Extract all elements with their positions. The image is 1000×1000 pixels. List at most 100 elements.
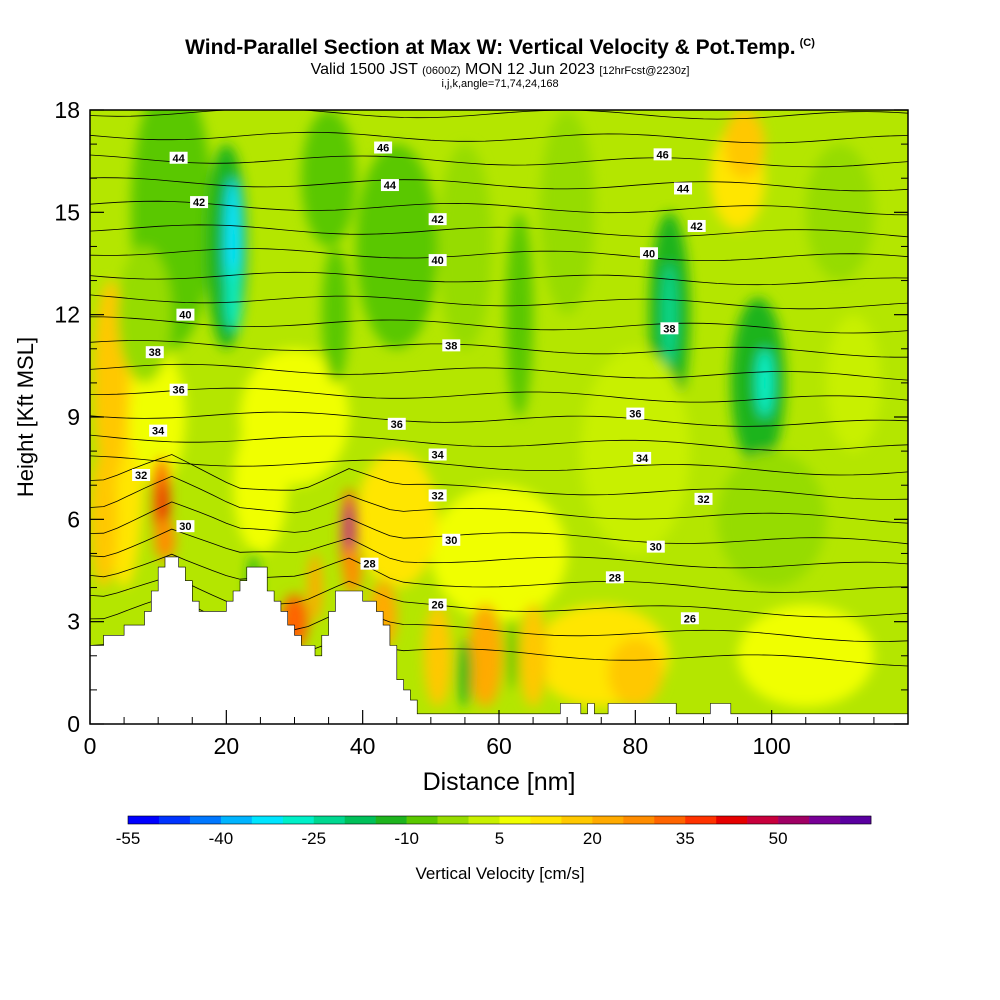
contour-label: 30 — [445, 535, 457, 547]
contour-label: 32 — [432, 490, 444, 502]
contour-label-bg — [680, 612, 699, 625]
colorbar-swatch — [158, 816, 191, 824]
contour-label-bg — [674, 182, 693, 195]
field-blob — [519, 604, 547, 707]
contour-label: 38 — [663, 323, 675, 335]
colorbar-tick-label: 5 — [495, 829, 504, 848]
colorbar-swatch — [282, 816, 315, 824]
contour-label-bg — [605, 571, 624, 584]
colorbar-swatch — [685, 816, 717, 824]
colorbar-swatch — [809, 816, 841, 824]
contour-label: 28 — [609, 572, 621, 584]
contour-label: 46 — [377, 143, 389, 155]
contour-label-bg — [646, 540, 665, 553]
field-blob — [301, 110, 356, 247]
theta-line — [90, 455, 908, 476]
contour-label-bg — [428, 489, 447, 502]
colorbar-swatch — [778, 816, 810, 824]
contour-label: 34 — [152, 426, 165, 438]
colorbar-tick-label: 50 — [769, 829, 788, 848]
contour-label-bg — [442, 339, 461, 352]
field-blob — [580, 348, 690, 554]
field-blob — [355, 144, 438, 349]
field-blob — [608, 638, 663, 707]
contour-label-bg — [176, 520, 195, 533]
theta-line — [90, 131, 908, 144]
contour-label: 40 — [643, 248, 655, 260]
contour-label: 34 — [432, 450, 445, 462]
colorbar-swatch — [313, 816, 346, 824]
contour-label: 38 — [149, 347, 161, 359]
theta-line — [90, 434, 908, 451]
colorbar-tick-label: 20 — [583, 829, 602, 848]
y-tick-label: 3 — [67, 609, 80, 635]
field-blob — [458, 638, 472, 707]
colorbar-swatch — [747, 816, 779, 824]
contour-label-bg — [176, 308, 195, 321]
contour-label: 36 — [172, 385, 184, 397]
y-tick-label: 9 — [67, 404, 80, 430]
contour-label: 44 — [677, 183, 690, 195]
contour-label-bg — [380, 179, 399, 192]
contour-label: 44 — [384, 180, 397, 192]
contour-label: 42 — [691, 221, 703, 233]
colorbar-swatch — [220, 816, 253, 824]
colorbar-swatch — [840, 816, 872, 824]
contour-label-bg — [442, 533, 461, 546]
contour-label: 40 — [179, 310, 191, 322]
colorbar-tick-label: -40 — [209, 829, 234, 848]
field-blob — [826, 314, 881, 452]
y-tick-label: 18 — [54, 97, 80, 123]
contour-label-bg — [374, 141, 393, 154]
y-tick-label: 0 — [67, 711, 80, 737]
field-blob — [468, 604, 503, 707]
contour-label-bg — [169, 151, 188, 164]
theta-line — [90, 154, 908, 168]
contour-label-bg — [360, 557, 379, 570]
contour-label: 40 — [432, 255, 444, 267]
colorbar-swatch — [344, 816, 376, 824]
theta-line — [90, 224, 908, 238]
contour-label: 34 — [636, 453, 649, 465]
theta-line — [90, 501, 908, 545]
theta-line — [90, 110, 908, 120]
contour-label: 32 — [135, 470, 147, 482]
contour-label-bg — [169, 383, 188, 396]
theta-line — [90, 248, 908, 261]
field-blob — [321, 246, 350, 383]
theta-line — [90, 200, 908, 216]
x-axis-label: Distance [nm] — [423, 768, 576, 796]
chart-title: Wind-Parallel Section at Max W: Vertical… — [185, 36, 815, 59]
field-blob — [355, 451, 438, 588]
field-blob — [756, 348, 774, 417]
y-tick-label: 12 — [54, 302, 80, 328]
contour-label-bg — [149, 424, 168, 437]
x-tick-label: 20 — [214, 733, 240, 759]
x-tick-label: 40 — [350, 733, 376, 759]
colorbar-swatch — [189, 816, 222, 824]
y-tick-label: 6 — [67, 506, 80, 532]
contour-label: 28 — [363, 559, 375, 571]
colorbar-frame — [127, 815, 872, 825]
chart-params: i,j,k,angle=71,74,24,168 — [441, 78, 559, 90]
contour-label: 32 — [697, 494, 709, 506]
colorbar-swatch — [561, 816, 593, 824]
contour-label-bg — [428, 448, 447, 461]
field-blob — [424, 604, 452, 707]
theta-line — [90, 553, 908, 593]
field-blob — [505, 212, 534, 417]
contour-label-bg — [639, 247, 658, 260]
contour-label: 42 — [193, 197, 205, 209]
field-blob — [723, 110, 765, 179]
contour-label: 30 — [650, 542, 662, 554]
theta-line — [90, 454, 908, 500]
theta-line — [90, 363, 908, 381]
theta-line — [90, 177, 908, 192]
theta-line — [90, 294, 908, 310]
contour-label-bg — [428, 598, 447, 611]
colorbar-tick-label: 35 — [676, 829, 695, 848]
colorbar-swatch — [437, 816, 469, 824]
contour-label: 44 — [172, 153, 185, 165]
contour-label: 30 — [179, 521, 191, 533]
